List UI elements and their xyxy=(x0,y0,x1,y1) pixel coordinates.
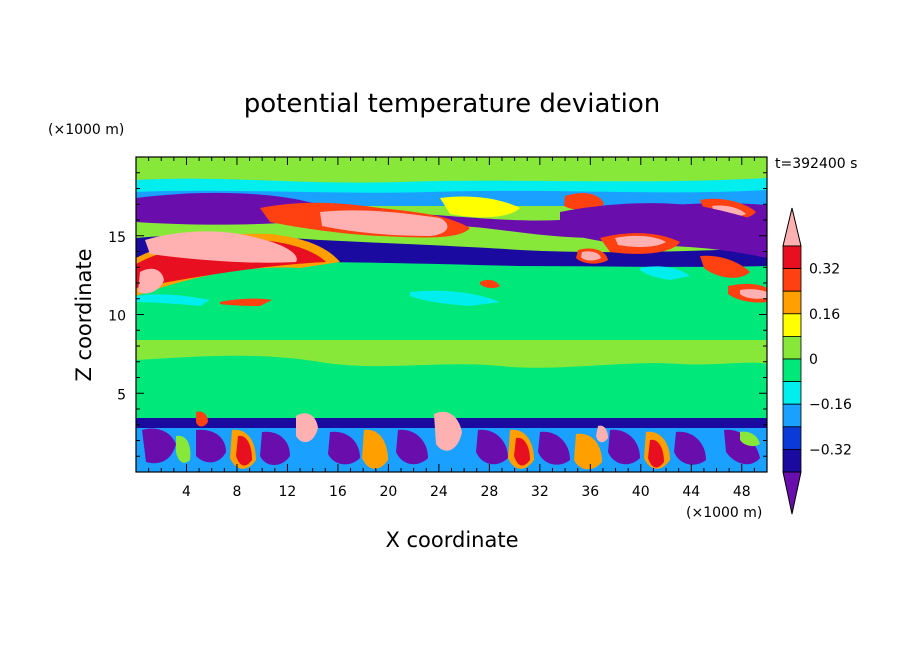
field-band xyxy=(260,431,290,465)
x-tick-label: 16 xyxy=(329,484,347,500)
field-band xyxy=(142,428,176,464)
field-band xyxy=(564,193,604,211)
field-band xyxy=(615,235,666,247)
x-tick-label: 20 xyxy=(379,484,397,500)
field-band xyxy=(674,431,706,465)
colorbar-box xyxy=(782,245,802,270)
field-band xyxy=(138,268,164,294)
field-band xyxy=(236,435,252,466)
field-band xyxy=(640,266,690,280)
field-band xyxy=(440,196,520,218)
field-band xyxy=(581,251,601,261)
colorbar-tick-label: 0.32 xyxy=(809,262,840,278)
field-band xyxy=(480,279,500,289)
field-band xyxy=(560,203,767,258)
field-band xyxy=(648,439,664,468)
field-band xyxy=(476,429,508,465)
colorbar-box xyxy=(782,403,802,428)
colorbar-box xyxy=(782,313,802,337)
field-band xyxy=(320,210,448,236)
colorbar-box xyxy=(782,448,802,473)
colorbar: 0.32 0.16 0 −0.16 −0.32 xyxy=(782,207,852,515)
field-band xyxy=(328,431,360,465)
field-band xyxy=(514,437,530,466)
field-band xyxy=(596,425,608,443)
x-tick-label: 12 xyxy=(279,484,297,500)
x-tick-label: 4 xyxy=(182,484,191,500)
y-tick-label: 15 xyxy=(108,230,126,246)
x-tick-label: 36 xyxy=(581,484,599,500)
field-band xyxy=(740,431,760,447)
x-tick-label: 48 xyxy=(733,484,751,500)
y-axis-label: Z coordinate xyxy=(72,248,96,381)
contour-field xyxy=(136,157,767,472)
field-band xyxy=(220,298,272,306)
colorbar-box xyxy=(782,335,802,360)
colorbar-tick-label: −0.32 xyxy=(809,442,852,458)
field-band xyxy=(136,355,767,420)
x-tick-label: 24 xyxy=(430,484,448,500)
field-band xyxy=(196,411,208,427)
colorbar-extend-min xyxy=(782,471,802,515)
colorbar-box xyxy=(782,426,802,450)
x-unit-label: (×1000 m) xyxy=(686,505,762,521)
field-band xyxy=(296,413,318,443)
field-band xyxy=(196,429,226,463)
x-tick-label: 8 xyxy=(232,484,241,500)
colorbar-tick-label: 0.16 xyxy=(809,307,840,323)
x-tick-label: 40 xyxy=(632,484,650,500)
y-axis-ticks: 5 10 15 xyxy=(108,172,767,457)
colorbar-box xyxy=(782,290,802,315)
time-label: t=392400 s xyxy=(775,156,857,172)
field-band xyxy=(145,231,297,263)
field-band xyxy=(410,290,500,306)
colorbar-tick-label: −0.16 xyxy=(809,397,852,413)
field-band xyxy=(362,429,388,469)
x-tick-label: 44 xyxy=(682,484,700,500)
field-band xyxy=(724,429,760,465)
chart-title: potential temperature deviation xyxy=(244,89,660,119)
field-band xyxy=(574,433,602,470)
field-band xyxy=(608,429,640,465)
x-tick-label: 28 xyxy=(480,484,498,500)
colorbar-box xyxy=(782,268,802,292)
colorbar-extend-max xyxy=(782,207,802,247)
field-band xyxy=(434,411,462,451)
x-axis-label: X coordinate xyxy=(385,528,518,552)
x-axis-ticks: 4 8 12 16 20 24 28 32 36 40 44 48 xyxy=(148,157,755,500)
x-tick-label: 32 xyxy=(531,484,549,500)
field-band xyxy=(396,429,428,465)
field-band xyxy=(538,431,570,465)
colorbar-box xyxy=(782,381,802,405)
field-band xyxy=(176,435,191,463)
y-unit-label: (×1000 m) xyxy=(48,122,124,138)
y-tick-label: 10 xyxy=(108,309,126,325)
colorbar-box xyxy=(782,358,802,383)
field-band xyxy=(136,294,210,306)
field-band xyxy=(740,289,767,299)
y-tick-label: 5 xyxy=(117,387,126,403)
colorbar-tick-label: 0 xyxy=(809,352,818,368)
field-band xyxy=(700,255,750,278)
